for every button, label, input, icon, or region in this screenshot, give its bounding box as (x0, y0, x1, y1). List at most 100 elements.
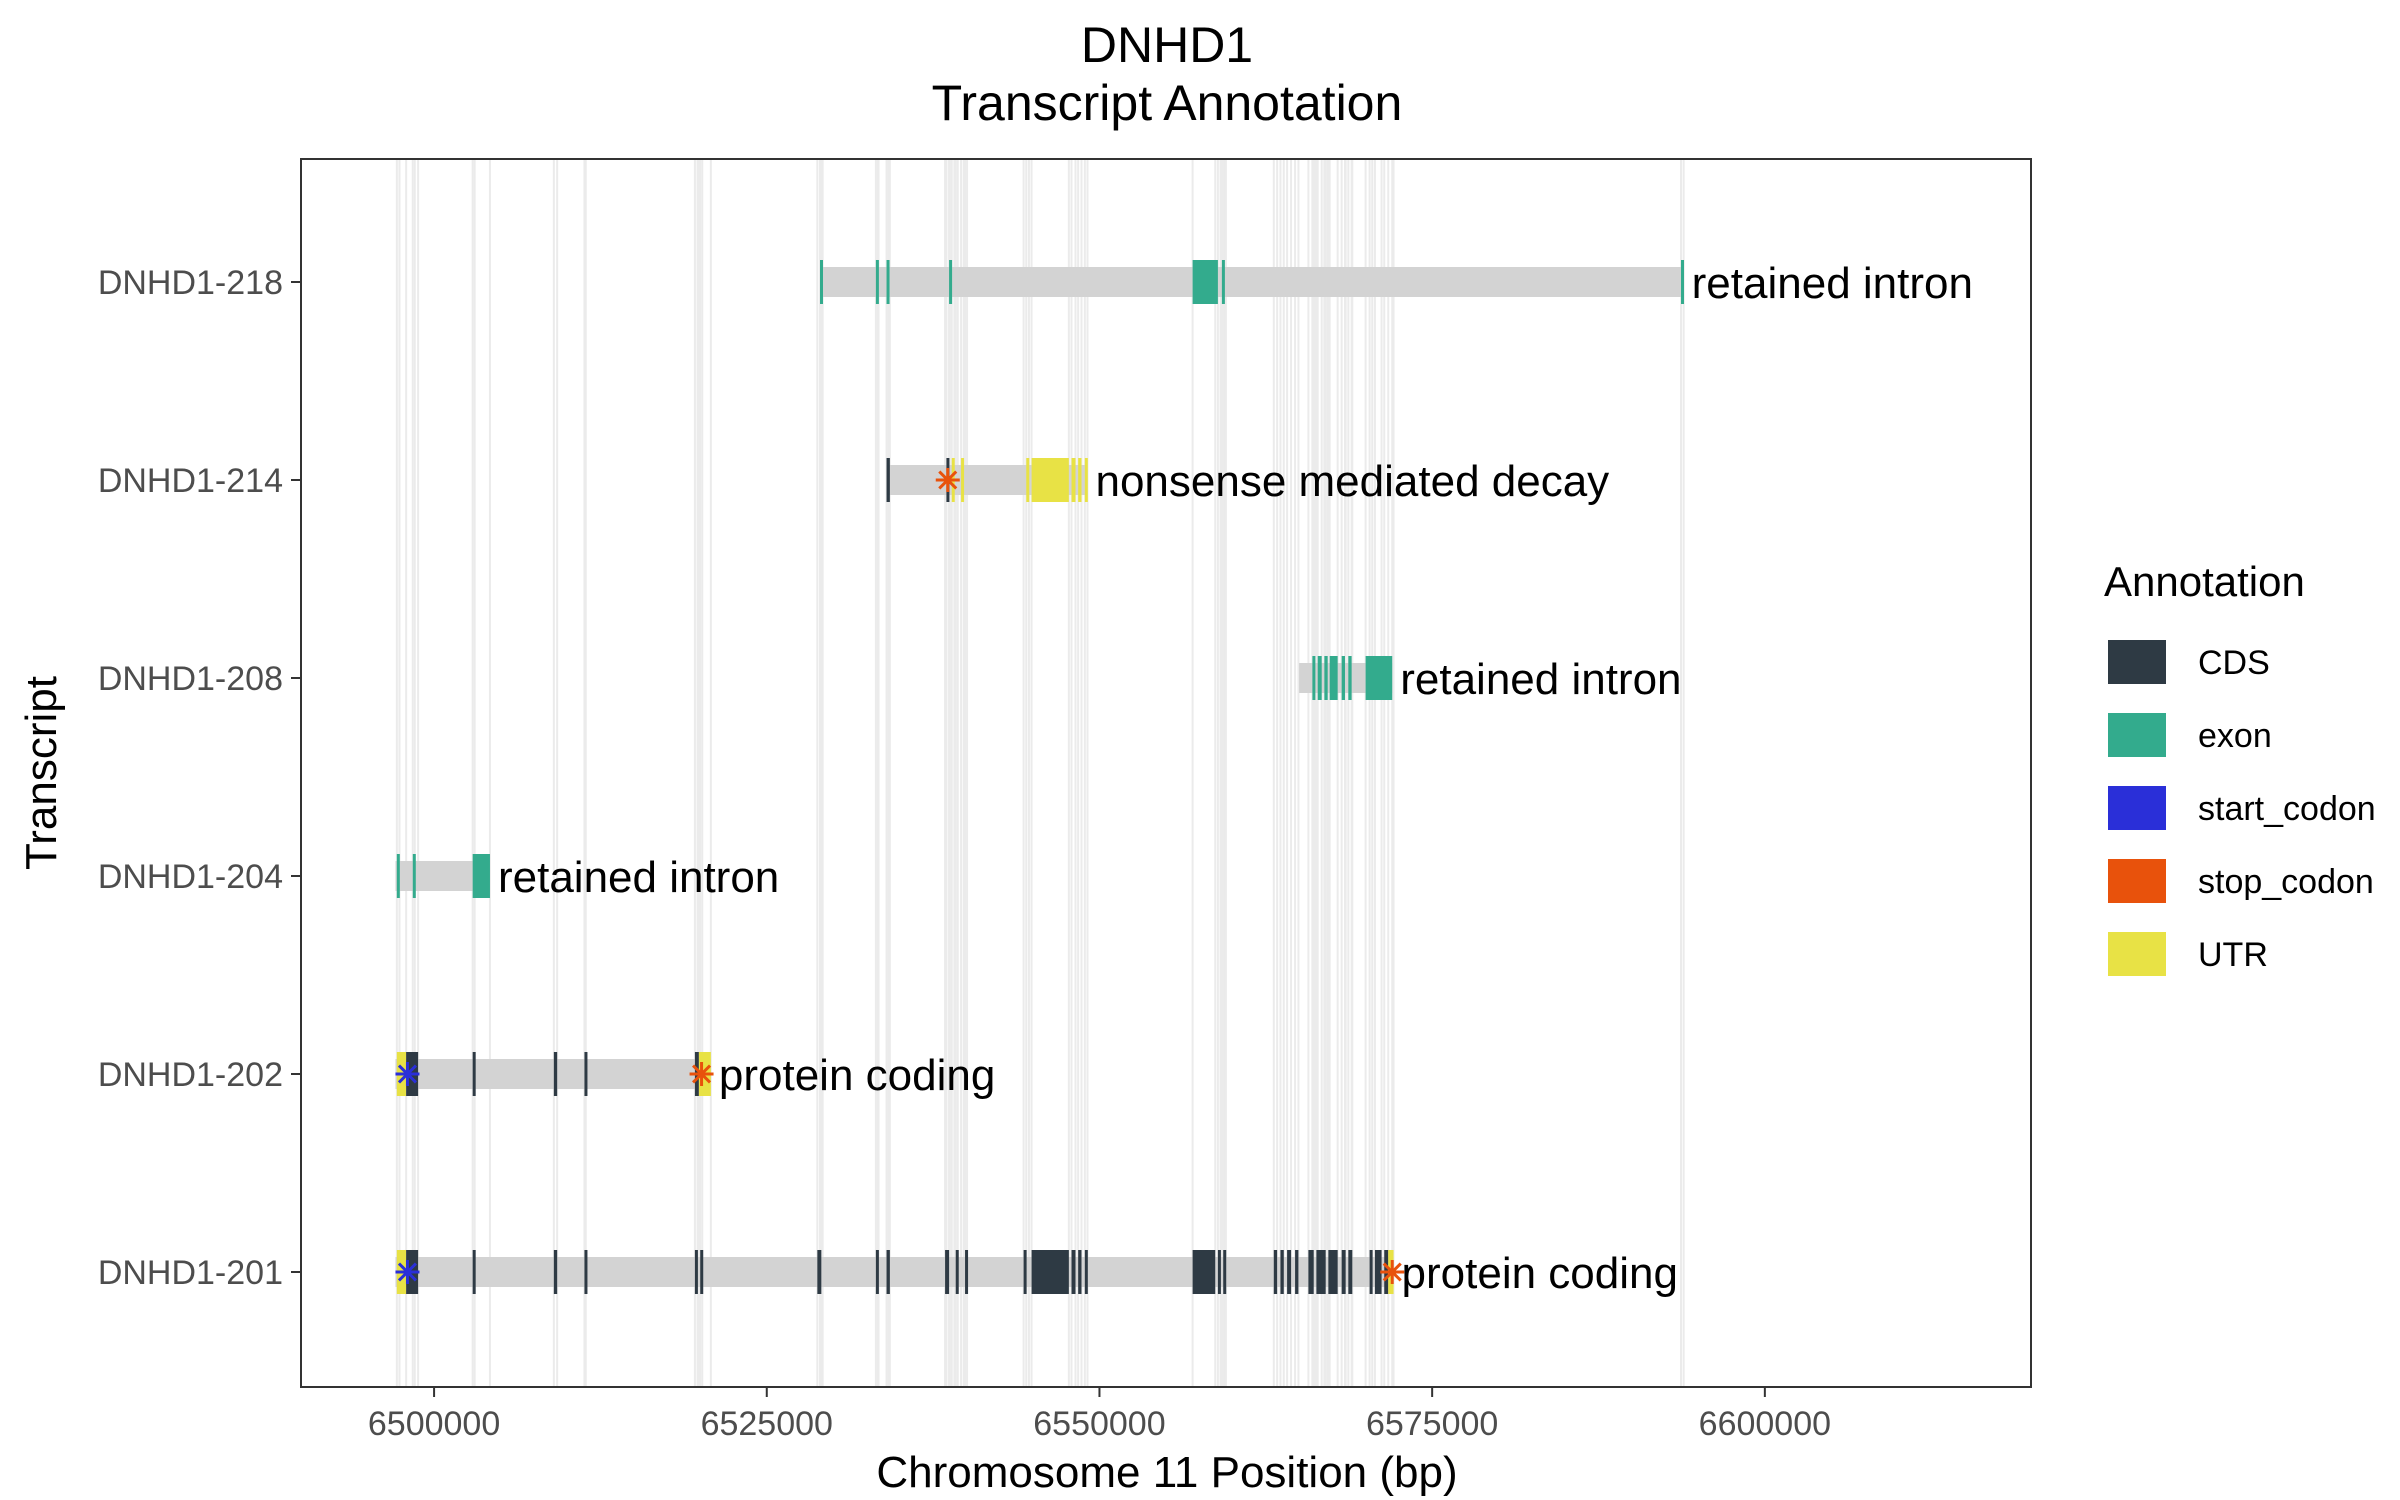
cds-block (875, 1250, 879, 1294)
legend-item-utr: UTR (2108, 932, 2268, 976)
legend-label: exon (2198, 717, 2272, 755)
cds-block (1084, 1250, 1088, 1294)
exon-block (396, 854, 400, 898)
legend-label: CDS (2198, 644, 2270, 682)
biotype-label: protein coding (1402, 1249, 1678, 1298)
cds-block (945, 1250, 950, 1294)
legend: Annotation CDS exon start_codon stop_codon U… (2104, 558, 2376, 976)
legend-title: Annotation (2104, 558, 2305, 605)
legend-label: start_codon (2198, 790, 2376, 828)
transcript-dnhd1-218: retained intron (820, 259, 1973, 308)
biotype-label: retained intron (1692, 259, 1973, 308)
grid-lines (395, 159, 1685, 1387)
utr-block (1031, 458, 1069, 502)
plot-background (301, 159, 2031, 1387)
stop-codon-marker (935, 468, 960, 492)
utr-block (1084, 458, 1088, 502)
biotype-label: retained intron (1400, 655, 1681, 704)
cds-block (1280, 1250, 1284, 1294)
plot-area: protein coding protein coding retained int… (300, 158, 2032, 1388)
x-axis-title: Chromosome 11 Position (bp) (876, 1448, 1457, 1497)
x-tick-label: 6575000 (1366, 1405, 1498, 1443)
x-axis: 6500000 6525000 6550000 6575000 6600000 (368, 1387, 1831, 1443)
cds-block (1369, 1250, 1373, 1294)
cds-block (472, 1052, 476, 1096)
legend-swatch (2108, 640, 2166, 684)
transcript-dnhd1-208: retained intron (1299, 655, 1682, 704)
biotype-label: nonsense mediated decay (1095, 457, 1609, 506)
cds-block (584, 1052, 588, 1096)
biotype-label: protein coding (719, 1051, 995, 1100)
stop-codon-marker (1380, 1260, 1405, 1284)
legend-swatch (2108, 859, 2166, 903)
exon-block (820, 260, 823, 304)
intron-line (395, 1257, 1394, 1287)
cds-block (472, 1250, 476, 1294)
intron-line (395, 1059, 711, 1089)
x-tick-label: 6550000 (1033, 1405, 1165, 1443)
exon-block (412, 854, 416, 898)
y-axis-title: Transcript (17, 676, 66, 870)
x-tick-label: 6525000 (701, 1405, 833, 1443)
cds-block (553, 1052, 558, 1096)
legend-swatch (2108, 932, 2166, 976)
legend-item-stop-codon: stop_codon (2108, 859, 2374, 903)
y-tick-label: DNHD1-218 (98, 264, 283, 302)
plot-border (300, 158, 2032, 1388)
exon-block (1329, 656, 1338, 700)
transcript-dnhd1-204: retained intron (395, 853, 779, 902)
cds-block (1341, 1250, 1346, 1294)
legend-swatch (2108, 713, 2166, 757)
cds-block (1223, 1250, 1227, 1294)
start-codon-marker (395, 1260, 420, 1284)
transcript-dnhd1-201: protein coding (395, 1249, 1678, 1298)
exon-block (1317, 656, 1322, 700)
cds-block (1348, 1250, 1353, 1294)
transcript-dnhd1-214: nonsense mediated decay (886, 457, 1609, 506)
cds-block (553, 1250, 558, 1294)
cds-block (1328, 1250, 1338, 1294)
y-tick-label: DNHD1-208 (98, 660, 283, 698)
legend-swatch (2108, 786, 2166, 830)
utr-block (1026, 458, 1030, 502)
legend-label: stop_codon (2198, 863, 2374, 901)
cds-block (1217, 1250, 1221, 1294)
cds-block (1287, 1250, 1292, 1294)
y-tick-label: DNHD1-202 (98, 1056, 283, 1094)
cds-block (1273, 1250, 1278, 1294)
y-axis: DNHD1-201 DNHD1-202 DNHD1-204 DNHD1-208 DNHD… (98, 264, 301, 1292)
cds-block (700, 1250, 704, 1294)
chart-subtitle: Transcript Annotation (932, 75, 1403, 131)
exon-block (1348, 656, 1352, 700)
transcript-tracks: protein coding protein coding retained int… (395, 259, 1973, 1298)
cds-block (694, 1250, 698, 1294)
cds-block (1316, 1250, 1326, 1294)
exon-block (1221, 260, 1225, 304)
cds-block (817, 1250, 822, 1294)
utr-block (961, 458, 965, 502)
legend-item-cds: CDS (2108, 640, 2270, 684)
cds-block (1071, 1250, 1076, 1294)
stop-codon-marker (689, 1062, 714, 1086)
transcript-dnhd1-202: protein coding (395, 1051, 995, 1100)
cds-block (955, 1250, 959, 1294)
chart-title: DNHD1 (1081, 17, 1253, 73)
exon-block (886, 260, 890, 304)
exon-block (1365, 656, 1393, 700)
exon-block (1192, 260, 1218, 304)
biotype-label: retained intron (498, 853, 779, 902)
exon-block (1324, 656, 1328, 700)
utr-block (1078, 458, 1082, 502)
exon-block (1312, 656, 1316, 700)
cds-block (1078, 1250, 1082, 1294)
cds-block (886, 458, 890, 502)
start-codon-marker (395, 1062, 420, 1086)
cds-block (1023, 1250, 1027, 1294)
legend-label: UTR (2198, 936, 2268, 974)
cds-block (1192, 1250, 1216, 1294)
exon-block (949, 260, 953, 304)
cds-block (1031, 1250, 1069, 1294)
cds-block (1308, 1250, 1314, 1294)
exon-block (472, 854, 490, 898)
